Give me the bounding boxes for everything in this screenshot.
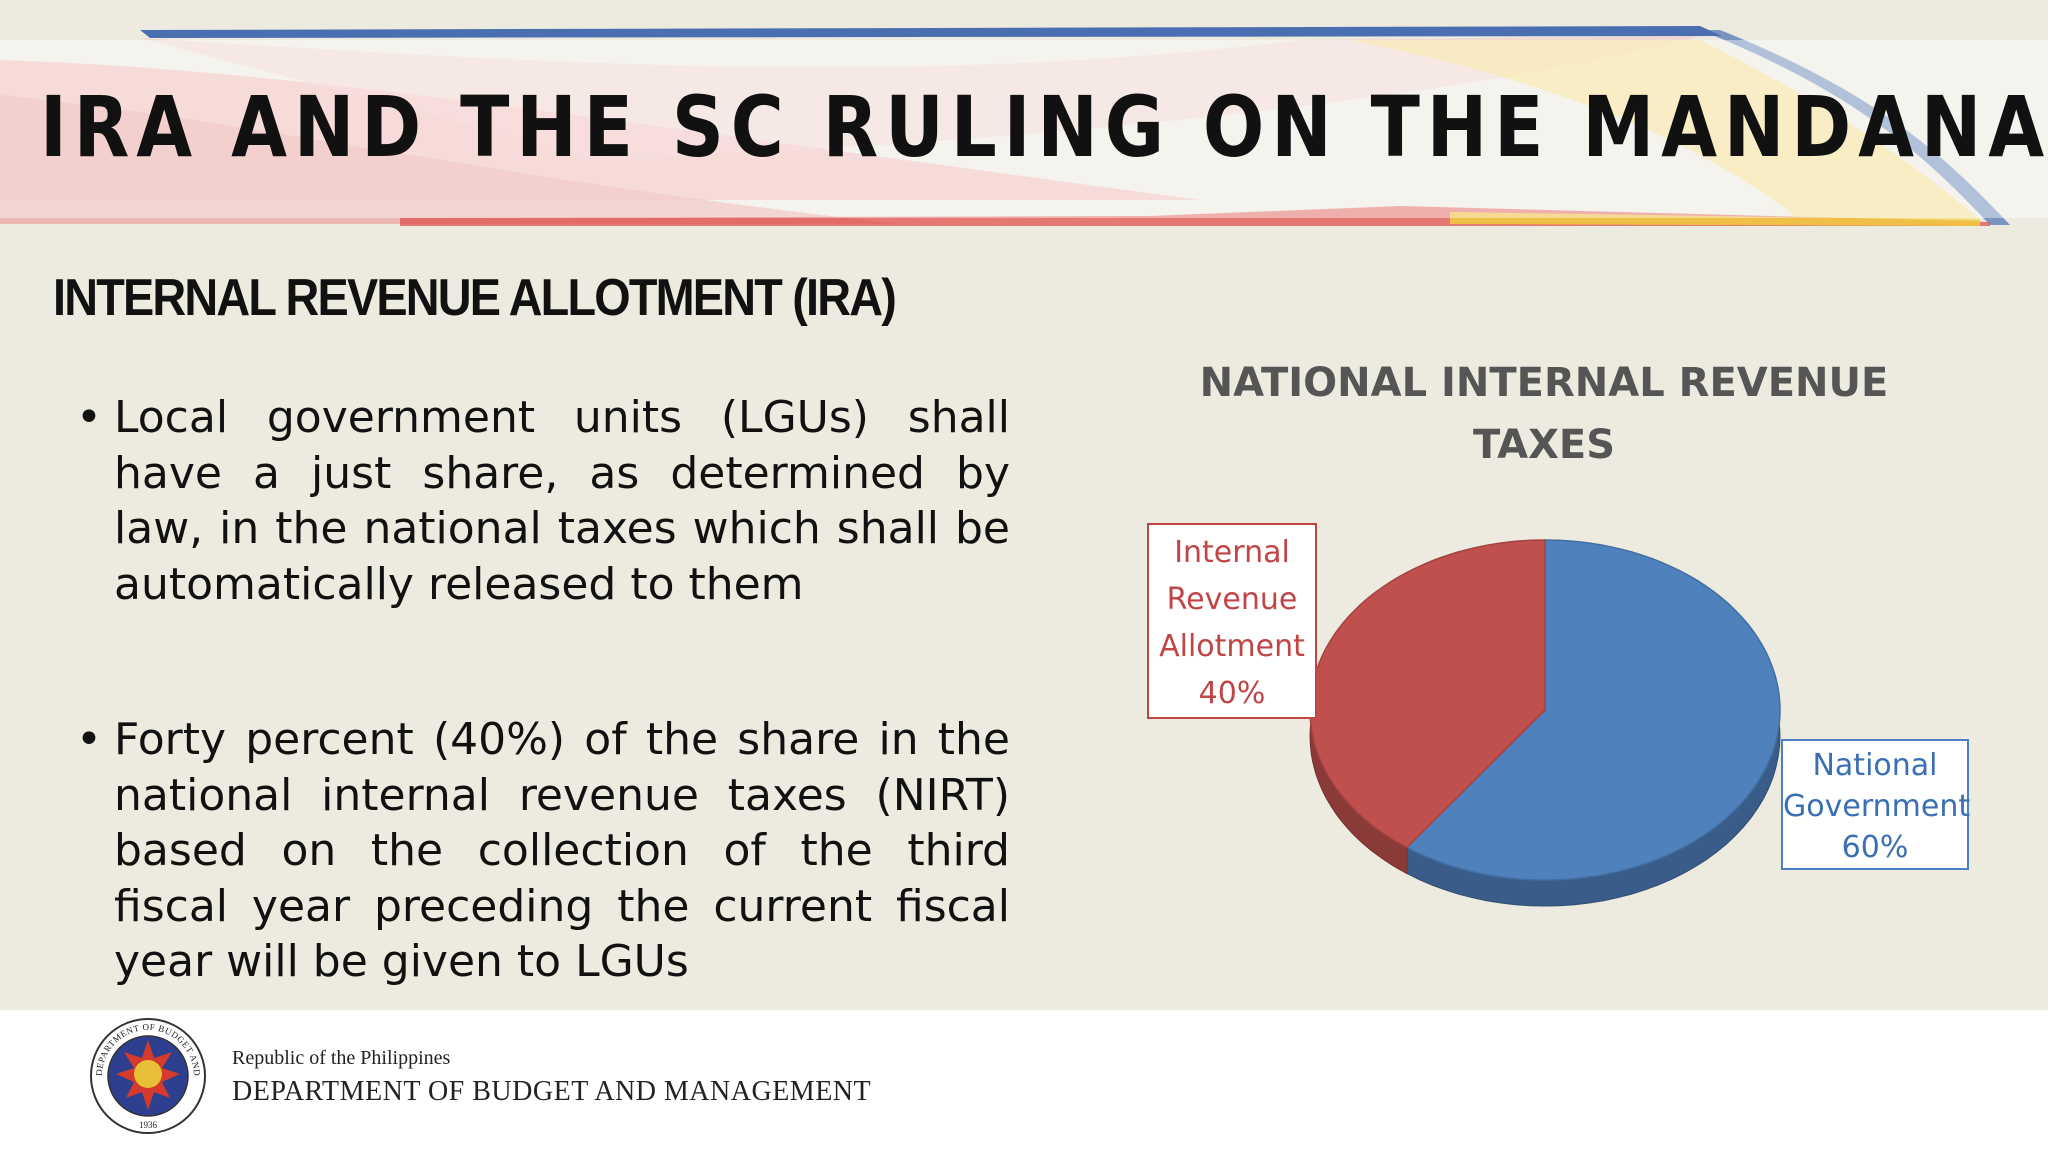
pie-slice-internal-revenue-allotment	[1309, 539, 1546, 849]
footer-department: DEPARTMENT OF BUDGET AND MANAGEMENT	[232, 1076, 872, 1107]
chart-title-line: NATIONAL INTERNAL REVENUE	[1199, 360, 1889, 406]
section-heading: INTERNAL REVENUE ALLOTMENT (IRA)	[53, 269, 897, 327]
footer-republic: Republic of the Philippines	[232, 1047, 451, 1069]
bullet-text: Forty percent (40%) of the share in the …	[114, 714, 1010, 987]
dbm-seal-icon: DEPARTMENT OF BUDGET AND MANAGEMENT 1936	[88, 1016, 206, 1134]
header-banner: IRA AND THE SC RULING ON THE MANDANAS CA…	[0, 0, 2048, 230]
pie-chart	[1309, 539, 1781, 907]
banner-decoration	[0, 0, 2048, 230]
data-label-line: National	[1812, 748, 1938, 783]
bullet-text: Local government units (LGUs) shall have…	[114, 392, 1010, 610]
bullet-item: • Forty percent (40%) of the share in th…	[72, 712, 1010, 990]
chart-title-line: TAXES	[1472, 422, 1616, 468]
data-label-line: Government	[1783, 789, 1971, 824]
data-label-national-government: National Government 60%	[1781, 739, 1971, 870]
data-label-ira: Internal Revenue Allotment 40%	[1147, 523, 1317, 719]
bullet-list: • Local government units (LGUs) shall ha…	[72, 390, 1010, 990]
bullet-item: • Local government units (LGUs) shall ha…	[72, 390, 1010, 612]
data-label-percent: 40%	[1198, 676, 1266, 711]
data-label-line: Internal	[1174, 535, 1290, 570]
data-label-line: Allotment	[1159, 629, 1305, 664]
seal-year: 1936	[139, 1120, 158, 1130]
data-label-percent: 60%	[1841, 830, 1909, 865]
page-title: IRA AND THE SC RULING ON THE MANDANAS CA…	[40, 78, 2048, 176]
bullet-dot-icon: •	[76, 392, 102, 443]
chart-title: NATIONAL INTERNAL REVENUE TAXES	[1176, 352, 1912, 476]
bullet-dot-icon: •	[76, 714, 102, 765]
pie-slice-national-government	[1405, 539, 1781, 881]
data-label-line: Revenue	[1166, 582, 1298, 617]
footer	[0, 1010, 2048, 1152]
